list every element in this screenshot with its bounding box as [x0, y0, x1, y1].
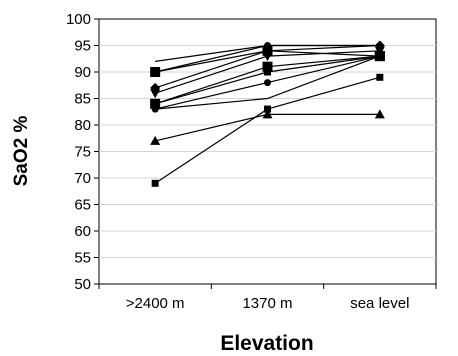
- data-point-triangle-down: [262, 52, 273, 62]
- x-axis-title: Elevation: [220, 332, 313, 355]
- x-axis-ticks: >2400 m 1370 m sea level: [98, 284, 437, 312]
- x-tick-label: sea level: [350, 295, 409, 312]
- y-axis-title: SaO2 %: [11, 116, 32, 187]
- y-tick-label: 75: [74, 144, 91, 161]
- y-tick-label: 65: [74, 197, 91, 214]
- data-point-circle: [264, 79, 271, 87]
- y-tick-label: 95: [74, 38, 91, 55]
- data-point-square: [264, 68, 271, 76]
- series-group: [150, 40, 385, 187]
- x-tick-label: >2400 m: [126, 295, 185, 312]
- x-tick-label: 1370 m: [242, 295, 292, 312]
- y-tick-label: 55: [74, 250, 91, 267]
- series-9: [155, 55, 381, 110]
- y-tick-label: 85: [74, 91, 91, 108]
- y-tick-label: 50: [74, 276, 91, 293]
- data-point-square: [151, 100, 159, 108]
- data-point-triangle: [262, 109, 273, 119]
- data-point-square: [264, 105, 271, 113]
- data-point-triangle-down: [150, 89, 161, 99]
- data-point-triangle: [374, 109, 385, 119]
- data-point-square: [376, 73, 384, 81]
- series-11: [151, 73, 384, 187]
- y-tick-label: 60: [74, 223, 91, 240]
- series-line: [155, 55, 381, 110]
- y-axis-ticks: 50 55 60 65 70 75 80 85 90 95 100: [66, 11, 99, 293]
- data-point-square: [151, 179, 159, 187]
- y-tick-label: 100: [66, 11, 91, 28]
- y-tick-label: 90: [74, 64, 91, 81]
- y-tick-label: 70: [74, 170, 91, 187]
- data-point-triangle: [150, 135, 161, 145]
- data-point-square: [262, 61, 273, 72]
- y-tick-label: 80: [74, 117, 91, 134]
- data-point-square: [150, 67, 161, 77]
- series-10: [150, 109, 385, 145]
- series-8: [151, 52, 384, 113]
